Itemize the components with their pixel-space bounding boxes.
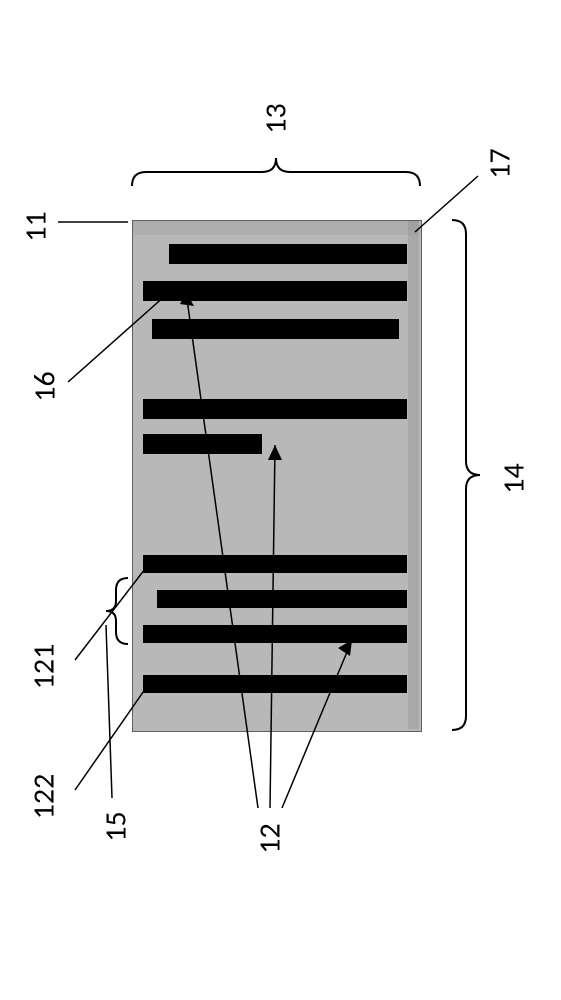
label-121: 121 <box>26 641 63 693</box>
bar-1 <box>169 244 407 264</box>
bar-7 <box>157 590 407 608</box>
label-12: 12 <box>252 819 289 859</box>
leader-15 <box>106 625 112 798</box>
label-16: 16 <box>27 367 64 407</box>
bar-4 <box>143 399 407 419</box>
leader-17 <box>415 176 478 232</box>
label-17: 17 <box>482 144 519 184</box>
substrate-shade-right <box>408 221 419 729</box>
bar-6 <box>143 555 407 573</box>
bar-8 <box>143 625 407 643</box>
label-11: 11 <box>18 207 55 247</box>
bar-5 <box>143 434 262 454</box>
brace-14 <box>452 220 480 730</box>
label-13: 13 <box>258 99 295 139</box>
brace-13 <box>132 158 420 186</box>
bar-9 <box>143 675 407 693</box>
label-14: 14 <box>496 459 533 499</box>
label-15: 15 <box>98 807 135 847</box>
substrate-shade-top <box>133 221 419 235</box>
brace-15 <box>106 578 128 644</box>
label-122: 122 <box>26 771 63 823</box>
bar-3 <box>152 319 399 339</box>
bar-2 <box>143 281 407 301</box>
diagram-canvas: 11 13 17 14 16 12 121 15 122 <box>0 0 561 1000</box>
